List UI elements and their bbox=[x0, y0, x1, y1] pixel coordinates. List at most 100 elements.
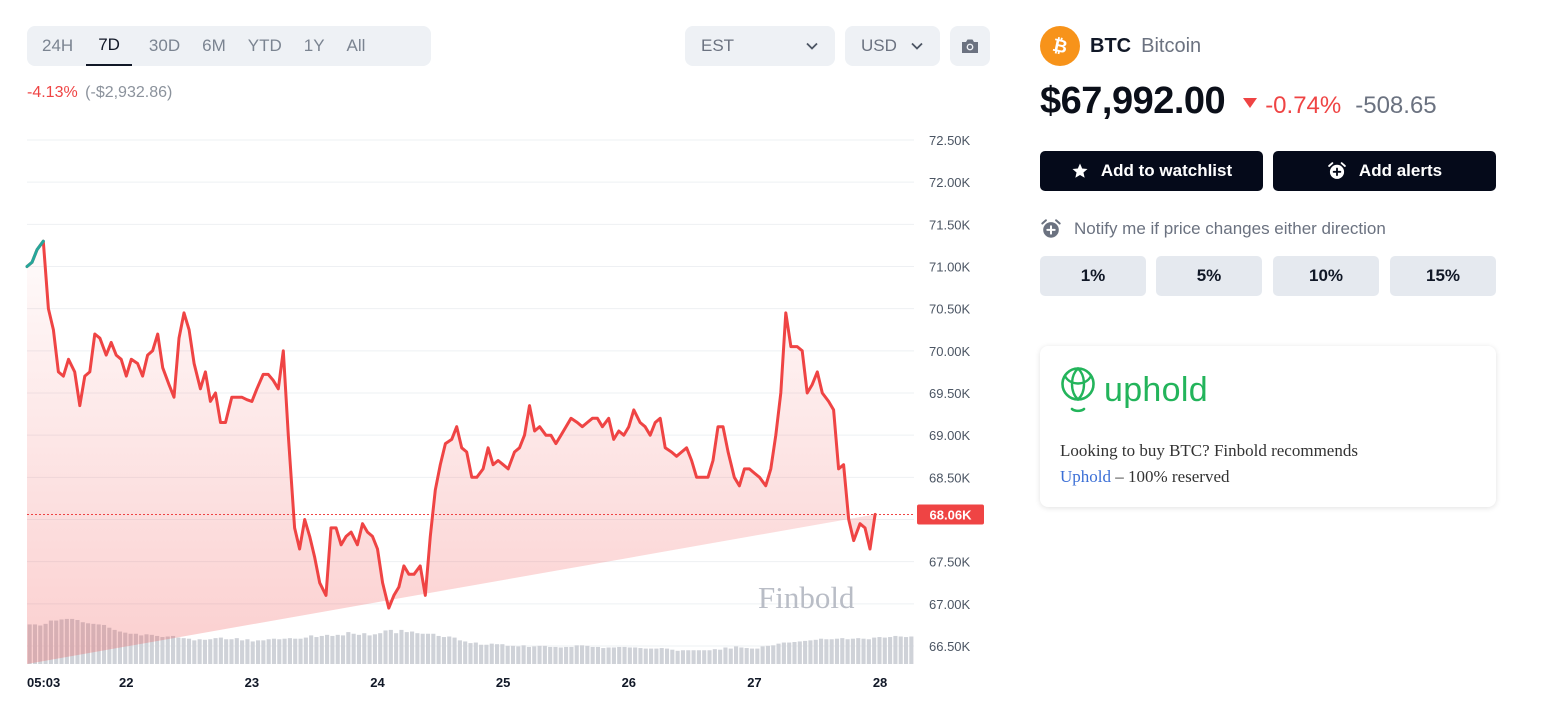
volume-bar bbox=[431, 633, 436, 664]
range-tab-6m[interactable]: 6M bbox=[202, 36, 226, 55]
volume-bar bbox=[378, 633, 383, 664]
volume-bar bbox=[627, 647, 632, 664]
period-change-percent: -4.13% bbox=[27, 84, 78, 101]
add-to-watchlist-button[interactable]: Add to watchlist bbox=[1040, 151, 1263, 191]
volume-bar bbox=[367, 635, 372, 664]
volume-bar bbox=[643, 648, 648, 664]
volume-bar bbox=[840, 638, 845, 664]
coin-name: Bitcoin bbox=[1141, 34, 1202, 57]
volume-bar bbox=[176, 637, 181, 664]
volume-bar bbox=[718, 649, 723, 664]
volume-bar bbox=[186, 638, 192, 664]
volume-bar bbox=[686, 650, 691, 664]
volume-bar bbox=[457, 640, 462, 664]
y-tick-label: 72.00K bbox=[929, 175, 971, 190]
volume-bar bbox=[415, 633, 420, 664]
notify-option-5pct[interactable]: 5% bbox=[1156, 256, 1262, 296]
volume-bar bbox=[192, 640, 197, 664]
volume-bar bbox=[633, 647, 638, 664]
screenshot-button[interactable] bbox=[950, 26, 990, 66]
range-tab-1y[interactable]: 1Y bbox=[303, 36, 325, 55]
volume-bar bbox=[208, 639, 213, 664]
volume-bar bbox=[585, 645, 590, 664]
chevron-down-icon bbox=[806, 42, 818, 50]
volume-bar bbox=[346, 632, 351, 664]
volume-bar bbox=[702, 650, 707, 664]
volume-bar bbox=[117, 631, 123, 664]
notify-option-1pct[interactable]: 1% bbox=[1040, 256, 1146, 296]
y-tick-label: 67.50K bbox=[929, 555, 971, 570]
volume-bar bbox=[728, 648, 733, 664]
price-line bbox=[25, 239, 877, 610]
range-tabs: 24H 7D 30D 6M YTD 1Y All bbox=[27, 26, 431, 66]
volume-bar bbox=[781, 642, 786, 664]
y-tick-label: 71.00K bbox=[929, 260, 971, 275]
volume-bar bbox=[808, 640, 813, 664]
volume-bar bbox=[245, 639, 250, 664]
down-triangle-icon bbox=[1243, 98, 1258, 108]
volume-bar bbox=[649, 648, 654, 664]
volume-bar bbox=[548, 646, 553, 664]
volume-bar bbox=[818, 638, 824, 664]
y-tick-label: 67.00K bbox=[929, 597, 971, 612]
y-tick-label: 69.50K bbox=[929, 386, 971, 401]
volume-bar bbox=[776, 643, 781, 664]
volume-bar bbox=[664, 648, 670, 664]
volume-bar bbox=[351, 633, 356, 664]
price-line-up-segment bbox=[25, 239, 45, 268]
volume-bar bbox=[675, 650, 680, 664]
volume-bar bbox=[165, 636, 170, 664]
volume-bar bbox=[590, 646, 595, 664]
add-alerts-label: Add alerts bbox=[1358, 161, 1443, 180]
range-tab-all[interactable]: All bbox=[346, 36, 366, 55]
volume-bar bbox=[834, 638, 840, 664]
volume-bar bbox=[436, 635, 441, 664]
volume-bar bbox=[452, 637, 457, 664]
volume-bar bbox=[537, 645, 542, 664]
notify-option-15pct[interactable]: 15% bbox=[1390, 256, 1496, 296]
range-tab-24h[interactable]: 24H bbox=[42, 36, 74, 55]
uphold-link[interactable]: Uphold bbox=[1060, 467, 1111, 486]
volume-bar bbox=[888, 637, 893, 664]
volume-bar bbox=[861, 638, 866, 664]
volume-bar bbox=[797, 641, 802, 664]
volume-bar bbox=[277, 639, 282, 664]
volume-bar bbox=[340, 635, 346, 664]
bitcoin-logo-icon: ₿ bbox=[1040, 26, 1080, 66]
current-price: $67,992.00 bbox=[1040, 80, 1226, 122]
volume-bar bbox=[500, 644, 505, 664]
range-tab-7d[interactable]: 7D bbox=[86, 26, 132, 66]
volume-bar bbox=[670, 649, 675, 664]
promo-text-intro: Looking to buy BTC? Finbold recommends bbox=[1060, 441, 1358, 460]
price-chart[interactable]: 72.50K 72.00K 71.50K 71.00K 70.50K 70.00K 69.5… bbox=[0, 120, 1000, 700]
volume-bar bbox=[335, 634, 340, 664]
volume-bar bbox=[856, 638, 861, 664]
currency-select[interactable]: USD bbox=[845, 26, 940, 66]
volume-bar bbox=[638, 648, 643, 664]
finbold-watermark: Finbold bbox=[758, 580, 855, 615]
range-tab-30d[interactable]: 30D bbox=[148, 36, 181, 55]
volume-bar bbox=[574, 645, 579, 664]
volume-bar bbox=[749, 648, 755, 664]
volume-bar bbox=[712, 649, 717, 664]
volume-bar bbox=[356, 634, 362, 664]
volume-bar bbox=[468, 643, 473, 664]
camera-icon bbox=[962, 39, 978, 53]
volume-bar bbox=[787, 642, 792, 664]
volume-bar bbox=[484, 644, 489, 664]
uphold-logo[interactable]: uphold bbox=[1060, 364, 1208, 416]
volume-bar bbox=[553, 646, 558, 664]
volume-bar bbox=[261, 640, 266, 664]
range-tab-ytd[interactable]: YTD bbox=[247, 36, 282, 55]
volume-bar bbox=[659, 648, 664, 664]
volume-bar bbox=[234, 638, 239, 664]
period-change: -4.13% (-$2,932.86) bbox=[27, 84, 172, 102]
y-tick-label: 71.50K bbox=[929, 217, 971, 232]
volume-bar bbox=[510, 645, 516, 664]
notify-option-10pct[interactable]: 10% bbox=[1273, 256, 1379, 296]
y-tick-label: 70.00K bbox=[929, 344, 971, 359]
volume-bar bbox=[287, 638, 292, 664]
add-alerts-button[interactable]: Add alerts bbox=[1273, 151, 1496, 191]
volume-bar bbox=[595, 646, 601, 664]
timezone-select[interactable]: EST bbox=[685, 26, 835, 66]
